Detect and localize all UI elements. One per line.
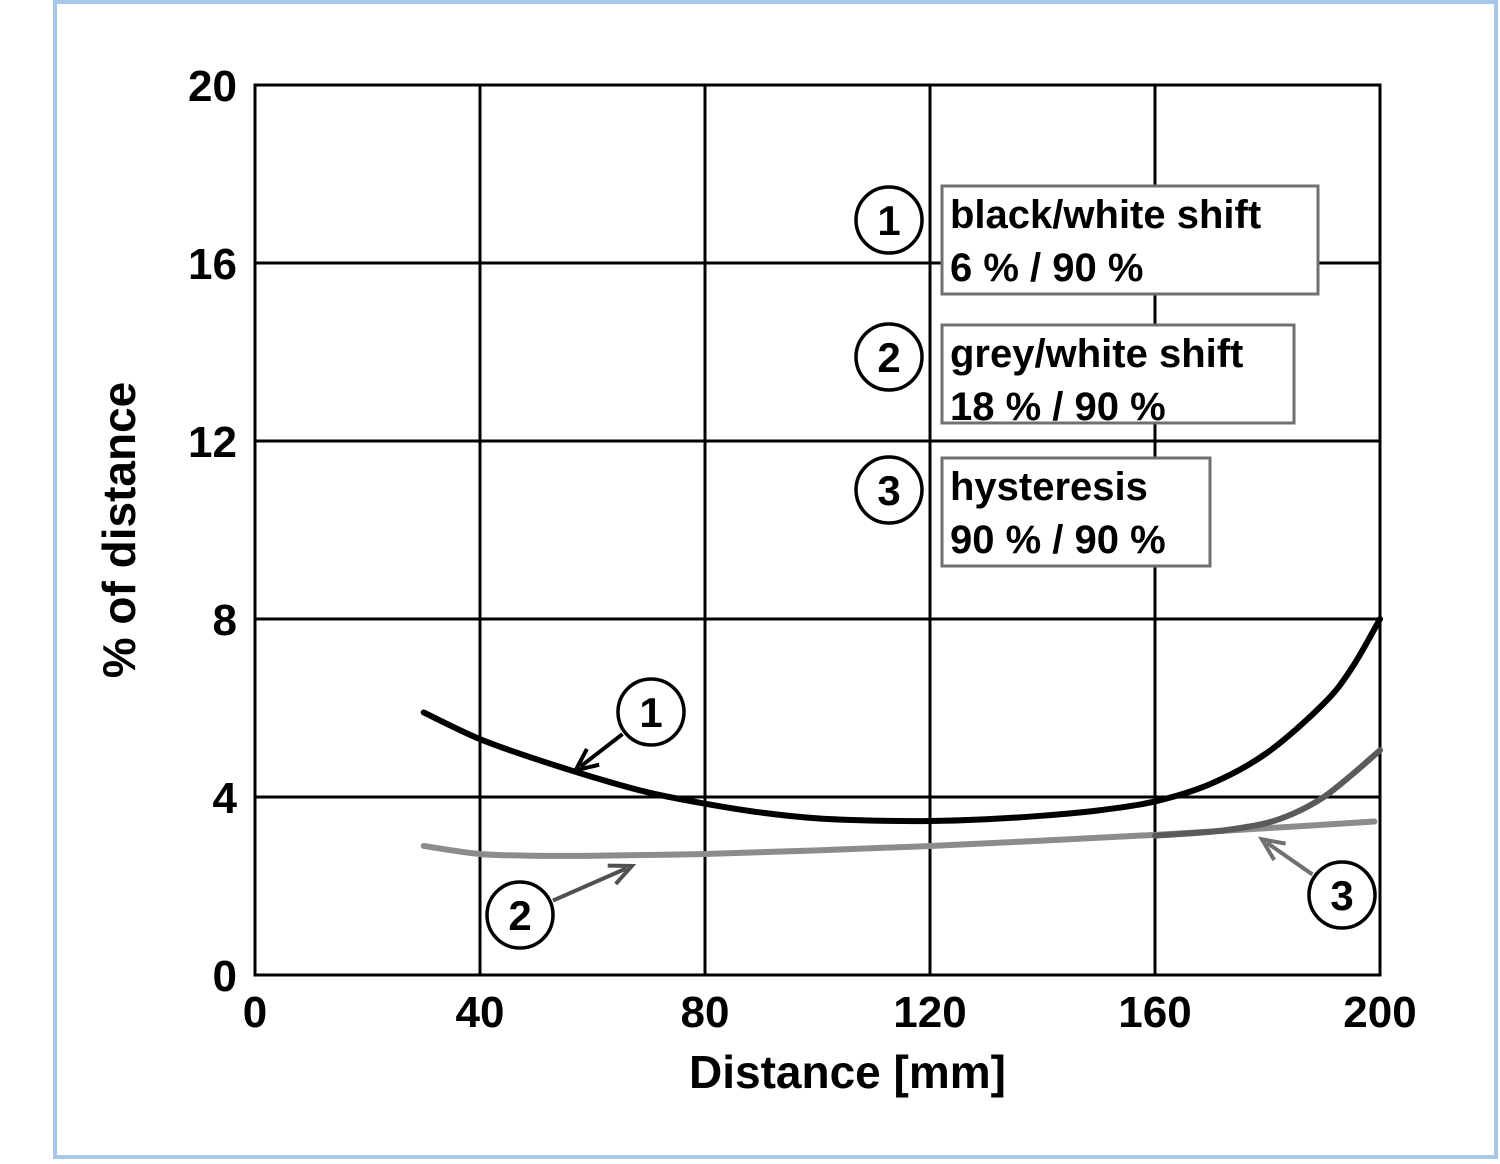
legend-number: 3 <box>877 467 900 514</box>
legend-item-3: 3 hysteresis 90 % / 90 % <box>854 455 1212 568</box>
x-tick-label: 200 <box>1343 988 1416 1037</box>
y-tick-label: 0 <box>213 952 237 1001</box>
legend-line-1: black/white shift <box>950 193 1261 237</box>
series-line-1 <box>420 616 1383 825</box>
x-tick-label: 80 <box>681 988 730 1037</box>
annotation-arrow-1 <box>579 732 624 769</box>
curve-annotations: 1 2 3 <box>485 677 1377 950</box>
legend-line-2: 90 % / 90 % <box>950 518 1166 562</box>
annotation-arrowhead-1 <box>571 747 600 774</box>
x-tick-label: 40 <box>456 988 505 1037</box>
legend-circle <box>854 322 924 392</box>
y-tick-label: 16 <box>188 240 237 289</box>
annotation-number: 1 <box>639 689 662 736</box>
legend-line-1: grey/white shift <box>950 332 1243 376</box>
annotation-arrow-3 <box>1265 841 1314 877</box>
legend-box <box>940 184 1320 296</box>
annotation-arrow-2 <box>552 866 628 903</box>
legend-box <box>940 323 1296 425</box>
x-tick-label: 120 <box>893 988 966 1037</box>
legend-number: 2 <box>877 334 900 381</box>
series-line-3 <box>1152 747 1383 839</box>
legend-line-2: 18 % / 90 % <box>950 385 1166 429</box>
y-tick-label: 12 <box>188 418 237 467</box>
annotation-arrowhead-3 <box>1257 836 1287 862</box>
figure-frame <box>53 0 1498 1159</box>
annotation-arrowhead-2 <box>607 863 637 886</box>
annotation-number: 3 <box>1330 872 1353 919</box>
annotation-circle-1 <box>616 677 686 747</box>
legend-line-2: 6 % / 90 % <box>950 246 1143 290</box>
legend: 1 black/white shift 6 % / 90 % 2 grey/white … <box>854 184 1320 568</box>
legend-item-2: 2 grey/white shift 18 % / 90 % <box>854 322 1296 429</box>
y-axis-title: % of distance <box>93 382 145 679</box>
legend-box <box>940 456 1212 568</box>
y-tick-label: 8 <box>213 596 237 645</box>
annotation-number: 2 <box>508 892 531 939</box>
series-lines <box>420 616 1383 859</box>
legend-circle <box>854 455 924 525</box>
legend-circle <box>854 185 924 255</box>
x-axis-title: Distance [mm] <box>689 1046 1006 1098</box>
y-tick-label: 20 <box>188 62 237 111</box>
plot-border <box>253 83 1382 977</box>
legend-item-1: 1 black/white shift 6 % / 90 % <box>854 184 1320 296</box>
legend-line-1: hysteresis <box>950 465 1148 509</box>
x-tick-label: 0 <box>243 988 267 1037</box>
annotation-circle-2 <box>485 880 555 950</box>
legend-number: 1 <box>877 197 900 244</box>
y-tick-label: 4 <box>213 774 238 823</box>
annotation-circle-3 <box>1307 860 1377 930</box>
x-tick-label: 160 <box>1118 988 1191 1037</box>
